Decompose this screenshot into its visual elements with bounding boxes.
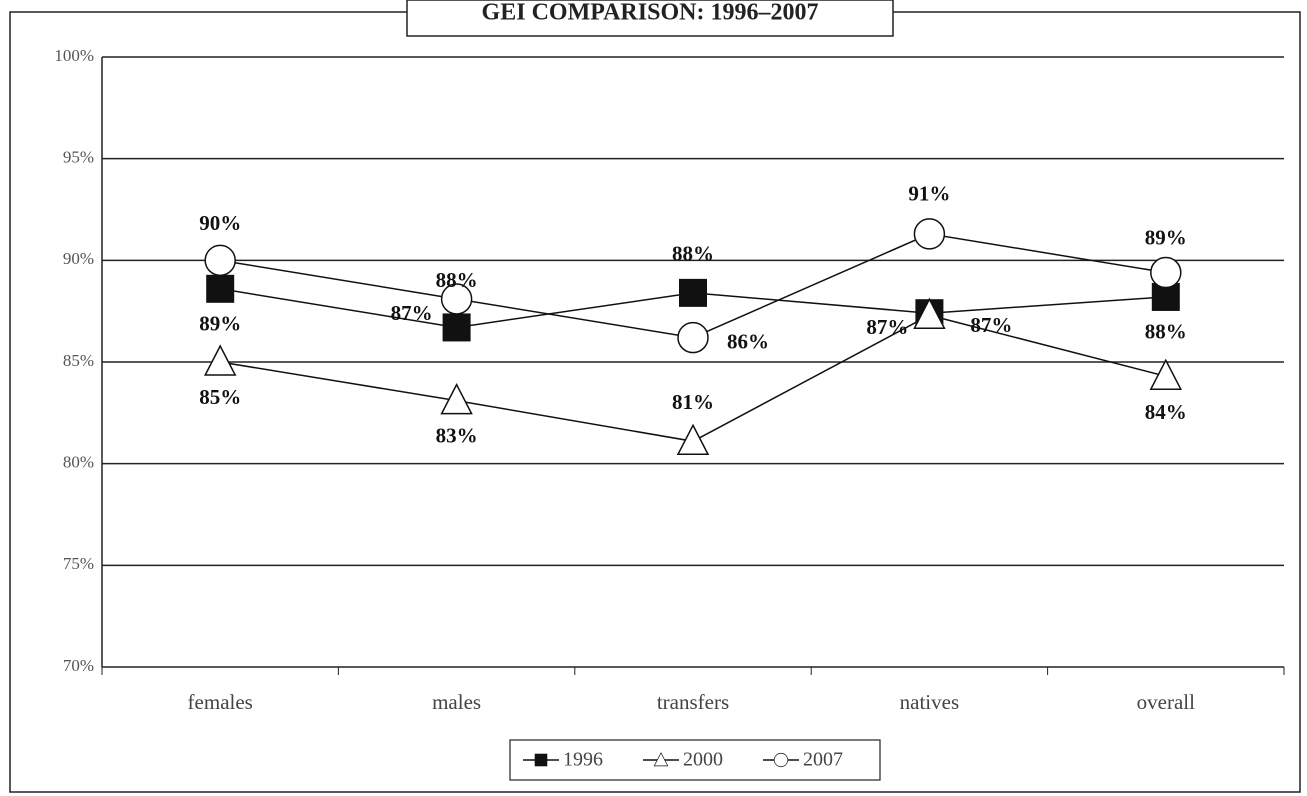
y-tick-label: 70% [63,656,94,675]
marker [1149,358,1183,390]
marker [679,278,707,307]
data-label: 81% [672,390,714,414]
marker [206,274,235,303]
y-tick-label: 100% [54,46,94,65]
x-tick-label: males [432,690,481,714]
data-label: 84% [1145,400,1187,424]
y-tick-label: 95% [63,148,94,167]
legend-marker [773,752,789,768]
marker [1150,256,1182,289]
y-tick-label: 80% [63,453,94,472]
y-tick-label: 75% [63,554,94,573]
data-label: 89% [199,312,241,336]
y-tick-label: 90% [63,249,94,268]
data-label: 88% [1145,320,1187,344]
chart-title: GEI COMPARISON: 1996–2007 [482,0,819,26]
x-tick-label: overall [1137,690,1195,714]
data-label: 83% [436,423,478,447]
marker [676,423,710,456]
marker [203,344,237,376]
marker [440,283,473,315]
marker [440,383,473,415]
marker [442,313,471,342]
legend-box [509,739,881,781]
data-label: 91% [908,182,950,206]
data-label: 85% [199,385,241,409]
data-label: 88% [436,268,478,292]
legend-marker [534,753,548,767]
marker [913,297,946,329]
marker [204,244,236,277]
legend-label: 2007 [803,749,843,771]
data-label: 86% [727,329,769,353]
data-label: 87% [866,315,908,339]
title-box [406,0,894,37]
y-tick-label: 85% [63,351,94,370]
data-label: 88% [672,242,714,266]
legend-label: 1996 [563,749,603,771]
data-label: 90% [199,211,241,235]
marker [913,218,946,250]
data-label: 87% [970,313,1012,337]
x-tick-label: transfers [657,690,729,714]
legend-marker [653,752,669,767]
data-label: 87% [391,301,433,325]
legend-label: 2000 [683,749,723,771]
x-tick-label: natives [900,690,959,714]
marker [677,321,709,354]
x-tick-label: females [188,690,253,714]
data-label: 89% [1145,225,1187,249]
